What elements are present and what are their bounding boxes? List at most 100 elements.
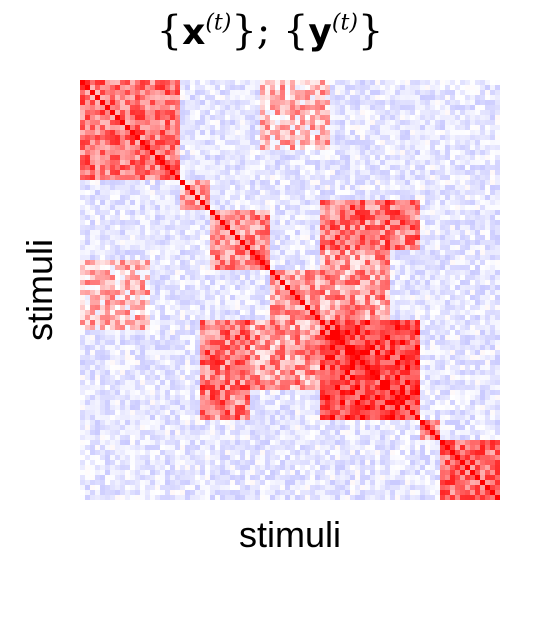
heatmap-cell [465,370,471,376]
heatmap-cell [120,370,126,376]
heatmap-cell [320,200,326,206]
heatmap-cell [490,335,496,341]
heatmap-cell [180,155,186,161]
heatmap-cell [305,205,311,211]
heatmap-cell [155,135,161,141]
heatmap-cell [265,245,271,251]
heatmap-cell [210,130,216,136]
heatmap-cell [380,225,386,231]
heatmap-cell [435,260,441,266]
heatmap-cell [140,285,146,291]
heatmap-cell [250,355,256,361]
heatmap-cell [80,235,86,241]
heatmap-cell [485,170,491,176]
heatmap-cell [140,195,146,201]
heatmap-cell [210,285,216,291]
heatmap-cell [380,90,386,96]
heatmap-cell [125,305,131,311]
heatmap-cell [455,360,461,366]
heatmap-cell [105,95,111,101]
heatmap-cell [230,195,236,201]
heatmap-cell [100,200,106,206]
heatmap-cell [155,95,161,101]
heatmap-cell [385,200,391,206]
heatmap-cell [150,220,156,226]
heatmap-cell [125,285,131,291]
heatmap-cell [225,140,231,146]
heatmap-cell [435,250,441,256]
heatmap-cell [445,225,451,231]
heatmap-cell [245,285,251,291]
heatmap-cell [405,275,411,281]
heatmap-cell [270,340,276,346]
heatmap-cell [490,300,496,306]
heatmap-cell [305,225,311,231]
heatmap-cell [430,110,436,116]
heatmap-cell [90,350,96,356]
heatmap-cell [240,200,246,206]
heatmap-cell [315,255,321,261]
heatmap-cell [300,90,306,96]
heatmap-cell [190,245,196,251]
heatmap-cell [80,220,86,226]
heatmap-cell [320,245,326,251]
heatmap-cell [380,125,386,131]
heatmap-cell [325,225,331,231]
heatmap-cell [110,305,116,311]
heatmap-cell [160,130,166,136]
heatmap-cell [295,350,301,356]
heatmap-cell [345,190,351,196]
heatmap-cell [235,210,241,216]
heatmap-cell [100,190,106,196]
heatmap-cell [270,160,276,166]
heatmap-cell [85,145,91,151]
heatmap-cell [155,230,161,236]
heatmap-cell [95,175,101,181]
heatmap-cell [475,355,481,361]
heatmap-cell [460,95,466,101]
heatmap-cell [250,285,256,291]
heatmap-cell [495,335,500,341]
heatmap-cell [110,85,116,91]
heatmap-cell [130,220,136,226]
heatmap-cell [350,145,356,151]
heatmap-cell [355,150,361,156]
heatmap-cell [275,220,281,226]
heatmap-cell [195,245,201,251]
heatmap-cell [180,255,186,261]
heatmap-cell [310,125,316,131]
heatmap-cell [265,165,271,171]
heatmap-cell [350,325,356,331]
heatmap-cell [255,285,261,291]
heatmap-cell [150,115,156,121]
heatmap-cell [135,305,141,311]
heatmap-cell [365,170,371,176]
heatmap-cell [140,140,146,146]
heatmap-cell [120,190,126,196]
heatmap-cell [420,315,426,321]
heatmap-cell [460,175,466,181]
heatmap-cell [385,185,391,191]
heatmap-cell [175,220,181,226]
heatmap-cell [80,355,86,361]
heatmap-cell [260,300,266,306]
heatmap-cell [280,180,286,186]
heatmap-cell [255,95,261,101]
heatmap-cell [455,200,461,206]
heatmap-cell [435,150,441,156]
heatmap-cell [245,165,251,171]
heatmap-cell [195,200,201,206]
heatmap-cell [350,365,356,371]
heatmap-cell [435,165,441,171]
heatmap-cell [270,315,276,321]
heatmap-cell [85,325,91,331]
heatmap-cell [325,365,331,371]
heatmap-cell [290,315,296,321]
heatmap-cell [315,185,321,191]
heatmap-cell [340,365,346,371]
heatmap-cell [440,130,446,136]
heatmap-cell [410,295,416,301]
heatmap-cell [170,210,176,216]
heatmap-cell [130,305,136,311]
heatmap-cell [135,90,141,96]
